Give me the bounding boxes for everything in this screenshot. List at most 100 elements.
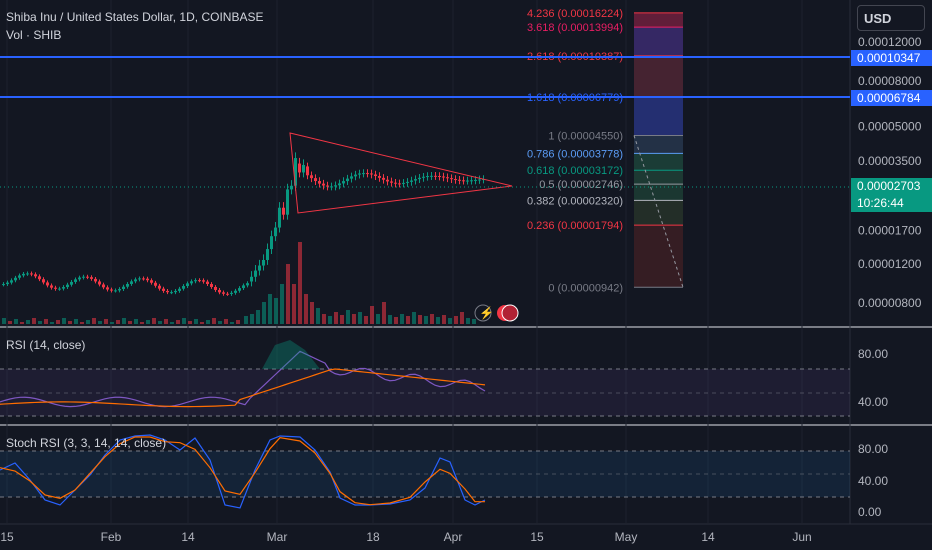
price-axis-tick: 0.00008000 [858, 74, 922, 88]
fib-band [634, 12, 683, 28]
volume-bar [256, 310, 260, 324]
stoch-rsi-label: Stoch RSI (3, 3, 14, 14, close) [6, 436, 167, 450]
candle-body [310, 175, 313, 179]
price-axis-tick: 0.00001200 [858, 257, 922, 271]
volume-bar [454, 316, 458, 324]
candle-body [458, 179, 461, 181]
stoch-d-line [0, 436, 485, 506]
fib-band [634, 135, 683, 154]
volume-bar [92, 318, 96, 324]
candle-body [442, 176, 445, 178]
volume-bar [230, 322, 234, 324]
candle-body [334, 185, 337, 187]
candle-body [134, 279, 137, 282]
candle-body [82, 276, 85, 278]
candle-body [354, 174, 357, 177]
candle-body [290, 185, 293, 190]
price-axis-tick: 0.00012000 [858, 35, 922, 49]
volume-bar [128, 321, 132, 324]
volume-bar [74, 319, 78, 324]
candle-body [282, 207, 285, 215]
candle-body [474, 179, 477, 181]
candle-body [378, 176, 381, 178]
candle-body [166, 290, 169, 293]
candle-body [174, 290, 177, 293]
volume-bar [340, 315, 344, 324]
volume-bar [364, 316, 368, 324]
fib-level-label: 0.5 (0.00002746) [539, 179, 623, 191]
candle-body [178, 288, 181, 291]
candle-body [214, 286, 217, 290]
volume-bar [104, 319, 108, 324]
candle-body [250, 276, 253, 282]
candle-body [338, 183, 341, 186]
candle-body [6, 282, 9, 285]
volume-bar [406, 316, 410, 324]
candle-body [274, 227, 277, 237]
fib-band [634, 27, 683, 56]
candle-body [102, 284, 105, 288]
volume-bar [188, 321, 192, 324]
candle-body [162, 288, 165, 291]
fib-trend-line [633, 135, 684, 288]
candle-body [94, 278, 97, 282]
candle-body [230, 292, 233, 294]
volume-bar [170, 322, 174, 324]
candle-body [126, 283, 129, 287]
us-flag-icon [501, 304, 519, 322]
candle-body [450, 178, 453, 180]
volume-bar [110, 322, 114, 324]
candle-body [146, 278, 149, 281]
candle-body [466, 180, 469, 182]
candle-body [186, 283, 189, 287]
candle-body [278, 207, 281, 228]
time-axis-label: May [615, 530, 638, 544]
volume-bar [466, 318, 470, 324]
time-axis-label: 15 [530, 530, 544, 544]
candle-body [258, 265, 261, 271]
candle-body [302, 164, 305, 173]
candle-body [382, 177, 385, 180]
volume-bar [116, 320, 120, 324]
volume-bar [140, 322, 144, 324]
candle-body [422, 176, 425, 178]
volume-bar [370, 306, 374, 324]
volume-bar [346, 310, 350, 324]
candle-body [330, 186, 333, 188]
volume-bar [292, 284, 296, 324]
candle-body [286, 189, 289, 215]
candle-body [26, 273, 29, 275]
time-axis-label: Mar [267, 530, 288, 544]
fib-level-label: 3.618 (0.00013994) [527, 22, 623, 34]
candle-body [202, 280, 205, 282]
volume-bar [2, 318, 6, 324]
volume-bar [382, 302, 386, 324]
fib-level-label: 0.382 (0.00002320) [527, 195, 623, 207]
volume-bar [430, 314, 434, 324]
fib-band [634, 225, 683, 288]
candle-body [234, 290, 237, 293]
currency-button[interactable]: USD [857, 5, 925, 31]
volume-bar [250, 314, 254, 324]
volume-bar [26, 320, 30, 324]
candle-body [266, 249, 269, 260]
volume-bar [38, 321, 42, 324]
volume-bar [134, 319, 138, 324]
candle-body [110, 289, 113, 291]
volume-bar [358, 312, 362, 324]
volume-bar [218, 321, 222, 324]
triangle-pattern [289, 132, 513, 214]
fib-band [634, 170, 683, 185]
candle-body [446, 177, 449, 179]
candle-body [62, 287, 65, 289]
fib-level-label: 0 (0.00000942) [548, 282, 623, 294]
candle-body [154, 282, 157, 286]
volume-bar [164, 319, 168, 324]
candle-body [246, 283, 249, 286]
fib-band [634, 184, 683, 201]
flash-event-glyph: ⚡ [479, 306, 494, 320]
candle-body [342, 181, 345, 184]
candle-body [206, 281, 209, 285]
volume-bar [50, 322, 54, 324]
